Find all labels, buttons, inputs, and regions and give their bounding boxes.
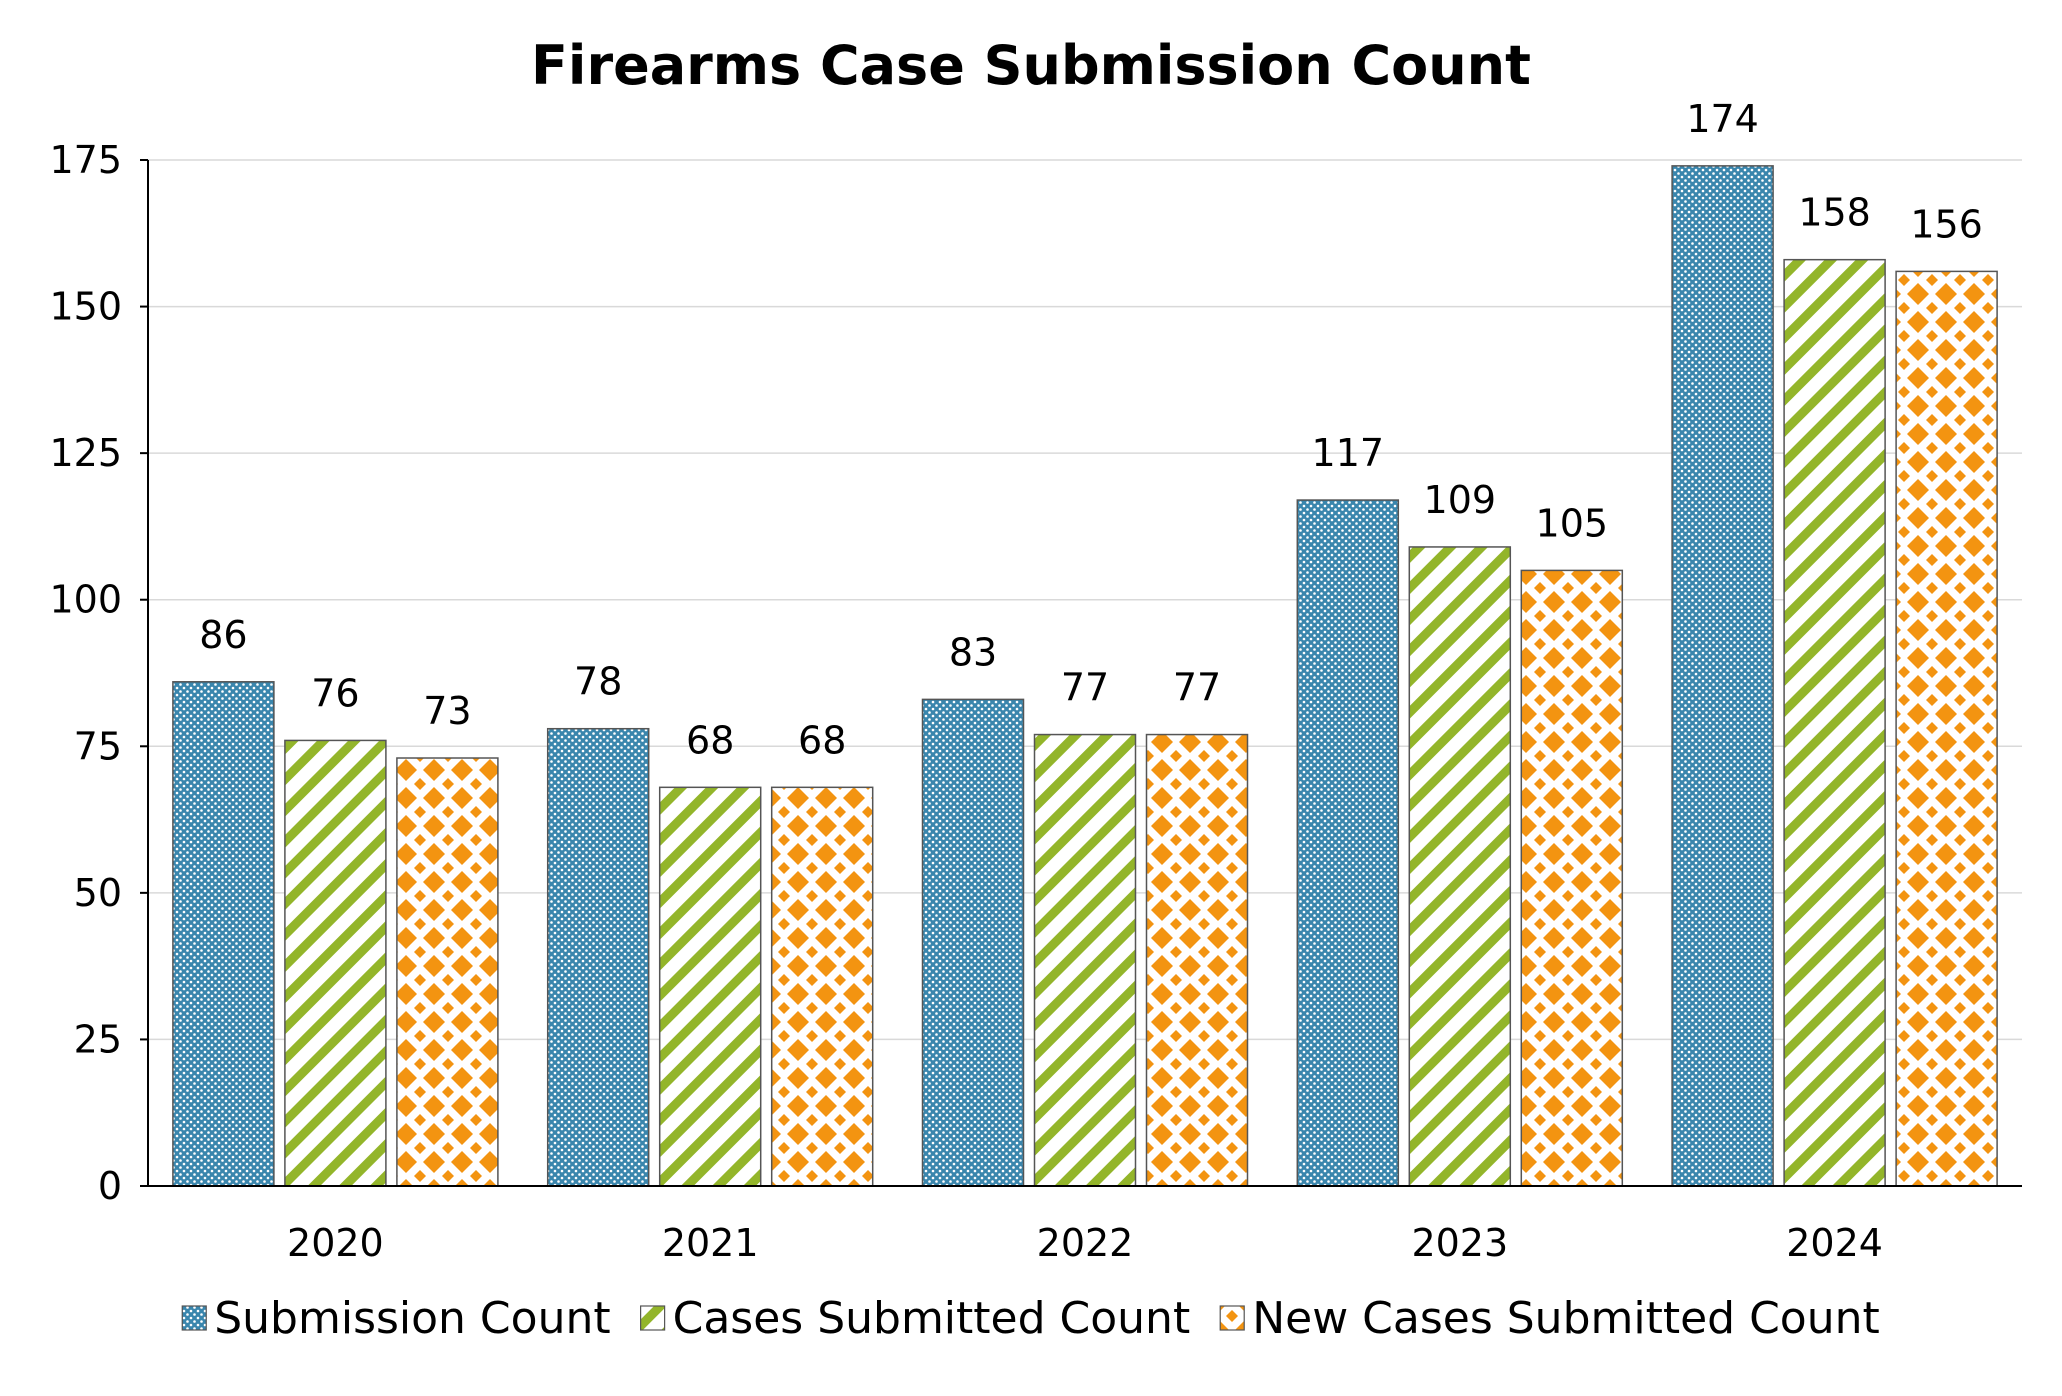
x-tick-label: 2020 [287,1221,384,1265]
data-label: 68 [798,718,846,762]
legend-swatch [640,1305,666,1331]
y-tick-label: 0 [98,1164,122,1208]
x-tick-label: 2024 [1786,1221,1883,1265]
data-label: 117 [1312,431,1385,475]
axes: 0 25 50 75 100 125 150 175 2020 2021 2022 2023 2024 [49,138,2022,1265]
bar-2020-series-1 [172,681,275,1187]
y-tick-label: 25 [74,1017,122,1061]
bar-2021-series-2 [658,786,762,1187]
legend-swatch [181,1305,207,1331]
bar-2023-series-1 [1296,499,1400,1187]
bar-2020-series-3 [396,757,499,1187]
data-label: 77 [1061,666,1109,710]
y-tick-label: 100 [49,578,122,622]
y-tick-label: 50 [74,871,122,915]
bar-2022-series-2 [1033,733,1137,1187]
data-label: 105 [1536,501,1609,545]
data-label: 174 [1686,97,1759,141]
bar-2024-series-3 [1895,270,1998,1187]
data-label: 77 [1173,666,1221,710]
bar-2024-series-2 [1783,258,1886,1187]
x-tick-label: 2021 [662,1221,759,1265]
data-label: 76 [311,671,359,715]
bar-2020-series-2 [284,739,387,1187]
bar-2021-series-3 [770,786,874,1187]
data-label: 78 [574,660,622,704]
bar-2022-series-1 [921,698,1025,1187]
chart-title: Firearms Case Submission Count [531,34,1531,97]
bar-2021-series-1 [546,727,650,1187]
data-label: 109 [1424,478,1497,522]
data-labels: 86 76 73 78 68 68 83 77 77 117 109 105 174 158 156 [199,97,1983,762]
y-tick-label: 175 [49,138,122,182]
y-tick-label: 125 [49,431,122,475]
legend-label: Submission Count [214,1293,610,1344]
y-tick-label: 150 [49,285,122,329]
bar-2023-series-3 [1520,569,1624,1187]
bars [172,165,1998,1187]
data-label: 83 [949,630,997,674]
legend: Submission Count Cases Submitted Count New… [181,1293,1880,1344]
x-tick-label: 2022 [1037,1221,1134,1265]
legend-label: New Cases Submitted Count [1252,1293,1880,1344]
x-tick-label: 2023 [1411,1221,1508,1265]
bar-2023-series-2 [1408,546,1512,1187]
legend-label: Cases Submitted Count [673,1293,1191,1344]
data-label: 86 [199,613,247,657]
y-tick-label: 75 [74,724,122,768]
data-label: 156 [1910,202,1983,246]
data-label: 68 [686,718,734,762]
data-label: 158 [1798,191,1871,235]
legend-swatch [1219,1305,1245,1331]
data-label: 73 [423,689,471,733]
bar-2024-series-1 [1671,165,1774,1187]
bar-2022-series-3 [1145,733,1249,1187]
